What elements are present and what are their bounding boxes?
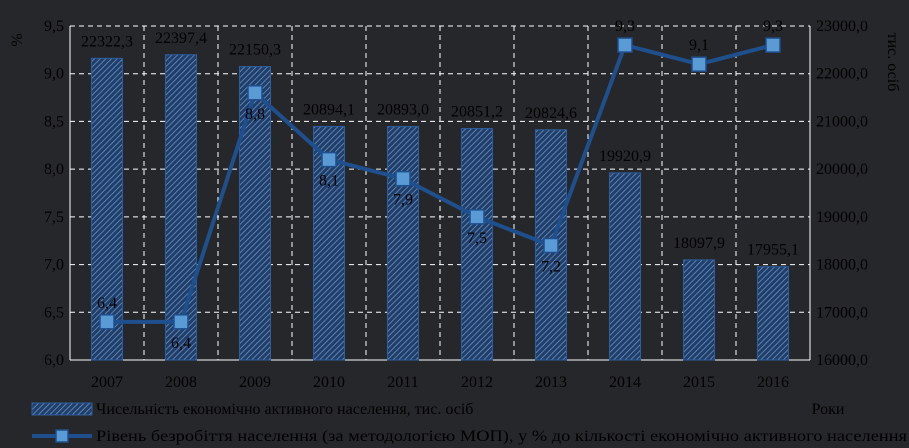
x-tick-label: 2011: [387, 374, 418, 391]
bar: [90, 57, 124, 361]
bar-data-label: 22397,4: [155, 30, 207, 47]
legend-bar-label: Чисельність економічно активного населен…: [96, 401, 473, 418]
right-tick-label: 22000,0: [816, 66, 868, 83]
line-marker: [247, 85, 263, 101]
legend-bar-swatch: [31, 402, 93, 416]
left-axis-ticks: 6,0 6,5 7,0 7,5 8,0 8,5 9,0 9,5: [44, 18, 64, 369]
line-marker: [765, 37, 781, 53]
line-data-label: 9,3: [763, 18, 783, 35]
legend-line-label: Рівень безробіття населення (за методоло…: [96, 428, 908, 445]
left-tick-label: 8,5: [44, 113, 64, 130]
line-data-label: 9,1: [689, 37, 709, 54]
line-data-label: 7,9: [393, 192, 413, 209]
right-tick-label: 21000,0: [816, 113, 868, 130]
line-marker: [99, 314, 115, 330]
legend-line-marker: [55, 429, 69, 443]
left-tick-label: 7,0: [44, 257, 64, 274]
bar-data-label: 22150,3: [229, 42, 281, 59]
line-marker: [173, 314, 189, 330]
left-tick-label: 8,0: [44, 161, 64, 178]
x-axis-label: Роки: [812, 401, 845, 418]
left-tick-label: 9,0: [44, 66, 64, 83]
bar-data-label: 18097,9: [673, 235, 725, 252]
x-tick-label: 2009: [239, 374, 271, 391]
bar-data-label: 20851,2: [451, 104, 503, 121]
left-tick-label: 6,5: [44, 304, 64, 321]
bar-series: [90, 54, 790, 361]
bar: [534, 129, 568, 361]
bar: [608, 172, 642, 361]
line-marker: [691, 56, 707, 72]
right-tick-label: 18000,0: [816, 257, 868, 274]
line-marker: [395, 170, 411, 187]
bar-data-label: 20824,6: [525, 105, 577, 122]
bar-data-label: 22322,3: [81, 33, 133, 50]
bar-data-label: 17955,1: [747, 242, 799, 259]
bar: [756, 266, 790, 361]
x-tick-label: 2015: [683, 374, 715, 391]
left-tick-label: 7,5: [44, 209, 64, 226]
line-data-label: 8,8: [245, 106, 265, 123]
bar-data-labels: 22322,3 22397,4 22150,3 20894,1 20893,0 20851…: [81, 30, 799, 259]
left-tick-label: 6,0: [44, 352, 64, 369]
right-tick-label: 20000,0: [816, 161, 868, 178]
line-data-label: 6,4: [97, 295, 117, 312]
bar: [682, 259, 716, 361]
bar-data-label: 20894,1: [303, 101, 355, 118]
line-path: [107, 43, 774, 324]
x-axis-ticks: 2007 2008 2009 2010 2011 2012 2013 2014 2015 2016: [91, 374, 789, 391]
x-tick-label: 2010: [313, 374, 345, 391]
line-marker: [543, 237, 559, 254]
right-axis-ticks: 16000,0 17000,0 18000,0 19000,0 20000,0 21000…: [816, 18, 868, 369]
right-tick-label: 23000,0: [816, 18, 868, 35]
right-axis-label: тис. осіб: [884, 33, 901, 92]
bar: [164, 54, 198, 361]
line-data-label: 6,4: [171, 335, 191, 352]
bar-data-label: 20893,0: [377, 102, 429, 119]
x-tick-label: 2016: [757, 374, 789, 391]
legend: Чисельність економічно активного населен…: [31, 401, 908, 445]
right-tick-label: 16000,0: [816, 352, 868, 369]
right-tick-label: 19000,0: [816, 209, 868, 226]
x-tick-label: 2013: [535, 374, 567, 391]
line-marker: [321, 151, 337, 168]
line-data-label: 7,5: [467, 230, 487, 247]
x-tick-label: 2007: [91, 374, 123, 391]
line-data-label: 9,3: [615, 18, 635, 35]
line-marker: [617, 37, 633, 53]
line-data-labels: 6,4 6,4 8,8 8,1 7,9 7,5 7,2 9,3 9,1 9,3: [97, 18, 783, 352]
right-tick-label: 17000,0: [816, 304, 868, 321]
line-series: [99, 37, 781, 330]
left-axis-label: %: [9, 33, 26, 46]
bar-data-label: 19920,9: [599, 148, 651, 165]
left-tick-label: 9,5: [44, 18, 64, 35]
line-data-label: 7,2: [541, 258, 561, 275]
x-tick-label: 2008: [165, 374, 197, 391]
bar: [386, 126, 420, 361]
bar: [238, 66, 272, 361]
bar: [460, 128, 494, 361]
line-marker: [469, 209, 485, 225]
x-tick-label: 2012: [461, 374, 493, 391]
line-data-label: 8,1: [319, 173, 339, 190]
x-tick-label: 2014: [609, 374, 641, 391]
